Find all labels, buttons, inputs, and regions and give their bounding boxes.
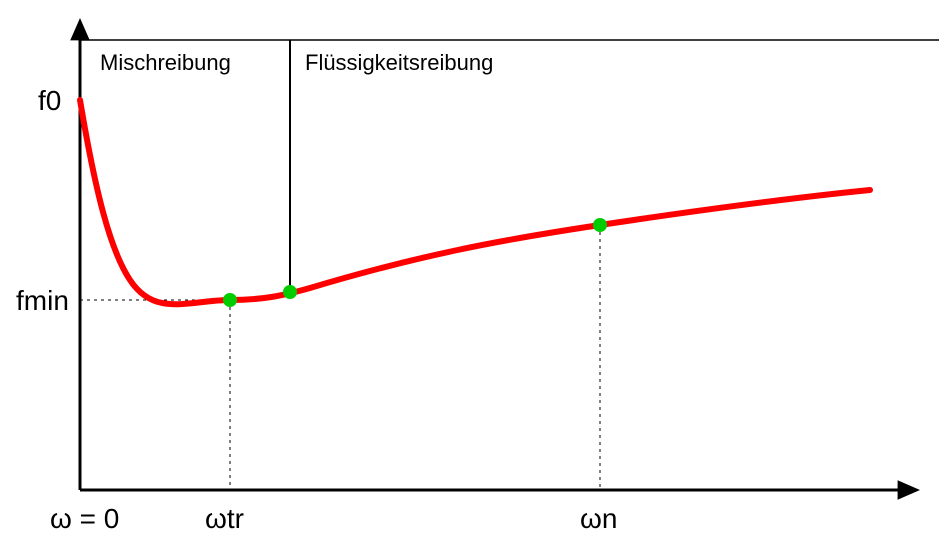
axes	[70, 18, 920, 500]
region-label-right: Flüssigkeitsreibung	[305, 50, 493, 75]
guide-lines	[80, 225, 600, 490]
label-omega-zero: ω = 0	[50, 503, 119, 534]
chart-svg: f0 fmin ω = 0 ωtr ωn Mischreibung Flüssi…	[0, 0, 939, 559]
label-omega-n: ωn	[580, 503, 617, 534]
label-omega-tr: ωtr	[205, 503, 244, 534]
label-fmin: fmin	[16, 285, 69, 316]
stribeck-curve	[80, 100, 870, 304]
region-label-left: Mischreibung	[100, 50, 231, 75]
friction-curve-chart: f0 fmin ω = 0 ωtr ωn Mischreibung Flüssi…	[0, 0, 939, 559]
label-f0: f0	[38, 85, 61, 116]
labels: f0 fmin ω = 0 ωtr ωn Mischreibung Flüssi…	[16, 50, 617, 534]
